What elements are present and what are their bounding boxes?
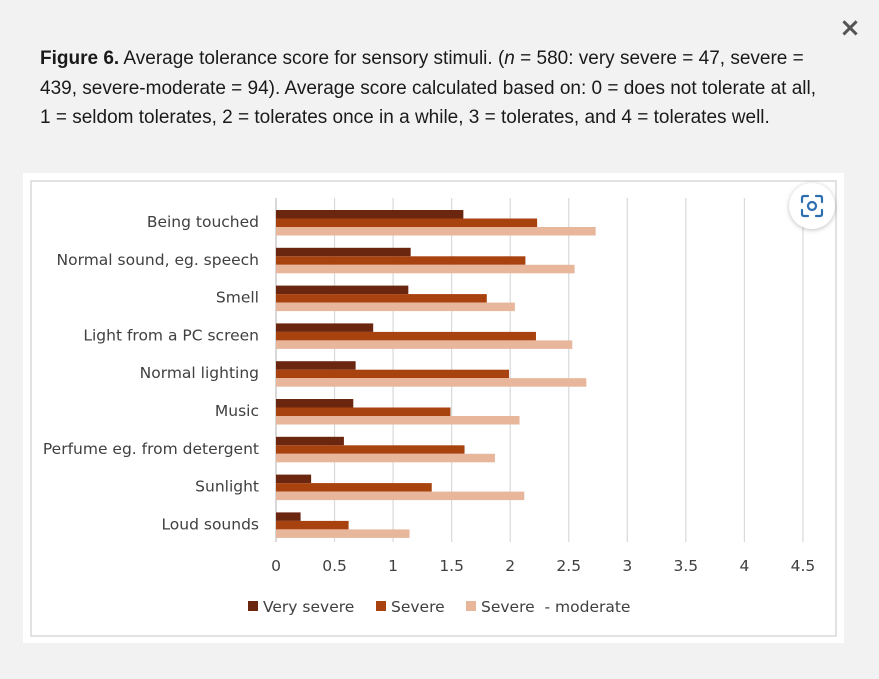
category-label: Perfume eg. from detergent (43, 440, 259, 458)
legend: Very severe Severe Severe - moderate (248, 598, 630, 616)
bar (276, 218, 538, 227)
focus-zoom-icon[interactable] (789, 183, 835, 229)
x-tick-label: 0.5 (322, 557, 347, 575)
x-tick-label: 4.5 (791, 557, 816, 575)
bar (276, 436, 344, 446)
bar (276, 491, 525, 501)
bar (276, 453, 495, 463)
category-label: Sunlight (195, 478, 259, 496)
bar-chart: Being touched Normal sound, eg. speech Sme… (30, 180, 837, 637)
category-label: Smell (216, 289, 259, 307)
x-tick-label: 2 (505, 557, 515, 575)
legend-label: Severe (391, 598, 445, 616)
figure-label: Figure 6. (40, 48, 120, 69)
legend-swatch (248, 601, 258, 611)
bar (276, 247, 411, 257)
bar (276, 445, 465, 454)
bar (276, 361, 356, 370)
x-tick-label: 2.5 (556, 557, 581, 575)
bar (276, 340, 573, 349)
x-tick-label: 3 (622, 557, 632, 575)
bar (276, 512, 301, 521)
bar (276, 294, 487, 303)
chart-image: Being touched Normal sound, eg. speech Sme… (23, 173, 844, 643)
bar (276, 302, 515, 312)
bar (276, 285, 409, 295)
bar (276, 264, 575, 274)
category-label: Being touched (147, 213, 259, 231)
figure-caption: Figure 6. Average tolerance score for se… (40, 44, 830, 133)
category-label: Normal lighting (140, 364, 259, 382)
bar (276, 399, 354, 408)
x-tick-label: 1.5 (439, 557, 464, 575)
bar (276, 407, 451, 416)
bar (276, 483, 432, 492)
caption-n-symbol: n (504, 48, 515, 69)
bar (276, 210, 464, 219)
zoom-icon-glyph (800, 194, 824, 218)
x-tick-label: 1 (388, 557, 398, 575)
x-tick-labels: 0 0.5 1 1.5 2 2.5 3 3.5 4 4.5 (271, 557, 815, 575)
x-tick-label: 0 (271, 557, 281, 575)
category-label: Loud sounds (161, 515, 259, 533)
bars (276, 210, 596, 538)
bar (276, 529, 410, 538)
bar (276, 256, 526, 265)
legend-label: Severe - moderate (481, 598, 630, 616)
category-labels: Being touched Normal sound, eg. speech Sme… (43, 213, 259, 533)
category-label: Normal sound, eg. speech (57, 251, 259, 269)
legend-swatch (376, 601, 386, 611)
x-tick-label: 4 (739, 557, 749, 575)
caption-text-before-n: Average tolerance score for sensory stim… (119, 48, 505, 69)
bar (276, 323, 374, 332)
x-tick-label: 3.5 (674, 557, 699, 575)
bar (276, 369, 510, 379)
close-icon[interactable]: × (836, 14, 864, 42)
caption-text-after-n: = 580: very severe = 47, severe = 439, s… (40, 48, 816, 128)
bar (276, 474, 312, 484)
category-label: Music (215, 402, 259, 420)
legend-label: Very severe (263, 598, 354, 616)
bar (276, 227, 596, 236)
legend-swatch (466, 601, 476, 611)
bar (276, 331, 536, 341)
bar (276, 378, 587, 387)
category-label: Light from a PC screen (83, 326, 259, 344)
bar (276, 416, 520, 425)
bar (276, 520, 349, 530)
